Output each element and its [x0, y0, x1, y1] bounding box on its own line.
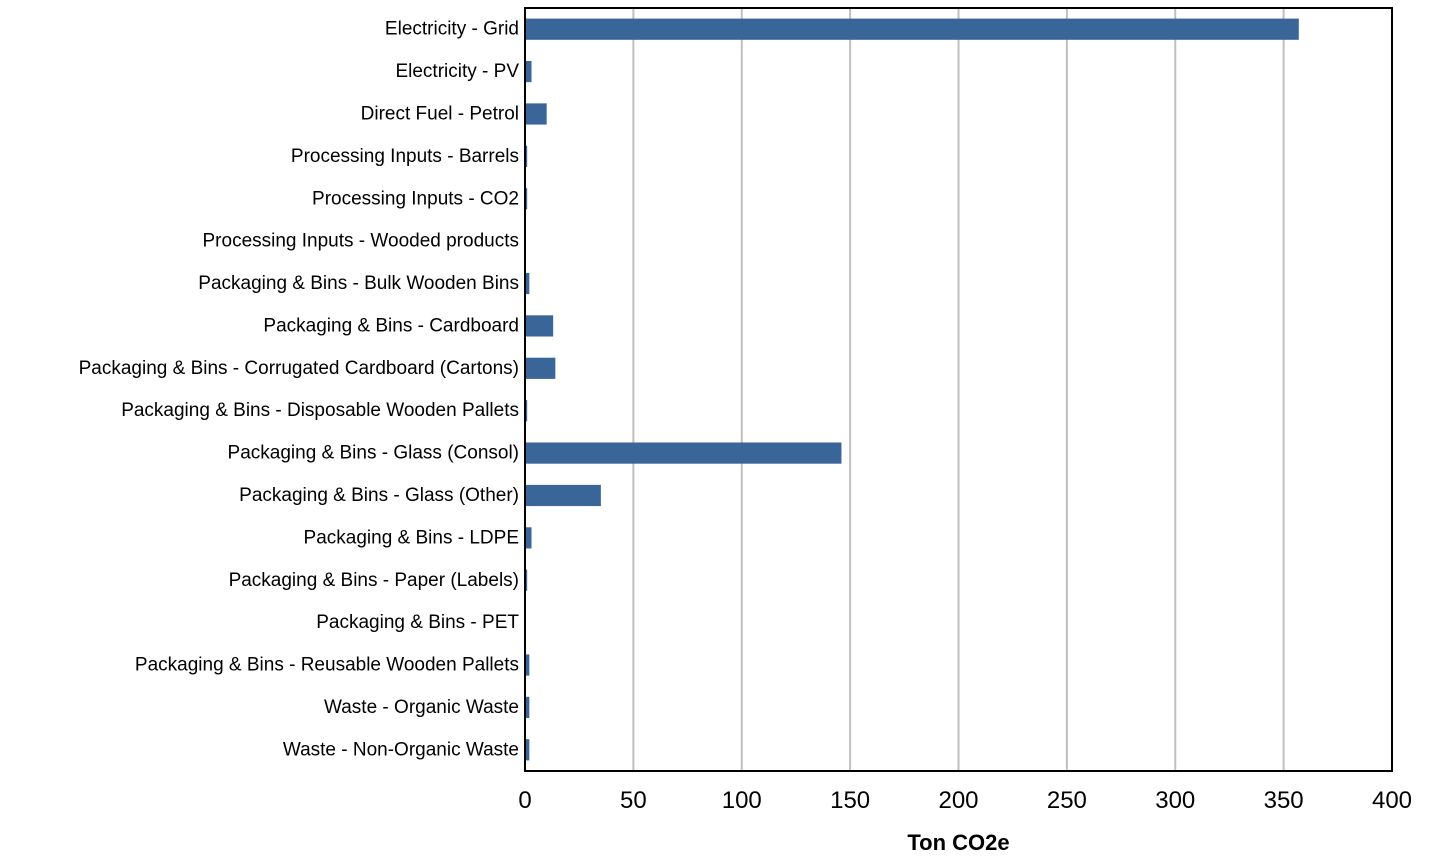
x-tick-label: 100	[722, 787, 762, 814]
bar	[525, 18, 1299, 40]
category-label: Waste - Organic Waste	[324, 697, 519, 718]
category-label: Packaging & Bins - LDPE	[304, 527, 519, 548]
x-tick-labels: 0 50 100 150 200 250 300 350 400	[518, 787, 1412, 814]
bar	[525, 315, 554, 337]
category-label: Packaging & Bins - Corrugated Cardboard …	[79, 358, 519, 379]
category-labels: Electricity - Grid Electricity - PV Direct…	[79, 19, 520, 761]
bar	[525, 527, 532, 549]
category-label: Waste - Non-Organic Waste	[283, 739, 519, 760]
bars	[525, 18, 1299, 761]
category-label: Packaging & Bins - Reusable Wooden Palle…	[135, 655, 519, 676]
category-label: Packaging & Bins - Glass (Consol)	[228, 443, 519, 464]
bar	[525, 696, 530, 719]
gridlines	[632, 8, 1285, 771]
category-label: Direct Fuel - Petrol	[361, 103, 519, 124]
category-label: Processing Inputs - Barrels	[291, 146, 519, 167]
category-label: Packaging & Bins - Disposable Wooden Pal…	[121, 400, 519, 421]
bar	[525, 357, 556, 379]
bar	[525, 145, 528, 167]
x-tick-label: 0	[518, 787, 531, 814]
bar	[525, 442, 842, 464]
category-label: Packaging & Bins - Paper (Labels)	[229, 570, 519, 591]
x-tick-label: 300	[1155, 787, 1195, 814]
category-label: Packaging & Bins - Bulk Wooden Bins	[198, 273, 519, 294]
x-axis-title: Ton CO2e	[907, 830, 1009, 855]
x-tick-label: 250	[1047, 787, 1087, 814]
category-label: Processing Inputs - Wooded products	[203, 231, 520, 252]
bar	[525, 654, 530, 676]
bar	[525, 272, 530, 295]
category-label: Electricity - PV	[395, 61, 519, 82]
x-tick-label: 150	[830, 787, 870, 814]
bar	[525, 569, 528, 591]
bar	[525, 739, 530, 761]
bar	[525, 60, 532, 83]
category-label: Packaging & Bins - PET	[316, 612, 519, 633]
x-tick-label: 400	[1372, 787, 1412, 814]
category-label: Packaging & Bins - Glass (Other)	[239, 485, 519, 506]
x-tick-label: 50	[620, 787, 647, 814]
bar	[525, 188, 528, 210]
category-label: Electricity - Grid	[385, 19, 519, 40]
plot-frame	[524, 7, 1393, 772]
category-label: Packaging & Bins - Cardboard	[263, 315, 519, 336]
x-tick-label: 200	[938, 787, 978, 814]
x-tick-label: 350	[1264, 787, 1304, 814]
bar	[525, 400, 528, 422]
bar	[525, 484, 601, 507]
bar	[525, 103, 547, 125]
category-label: Processing Inputs - CO2	[312, 188, 519, 209]
